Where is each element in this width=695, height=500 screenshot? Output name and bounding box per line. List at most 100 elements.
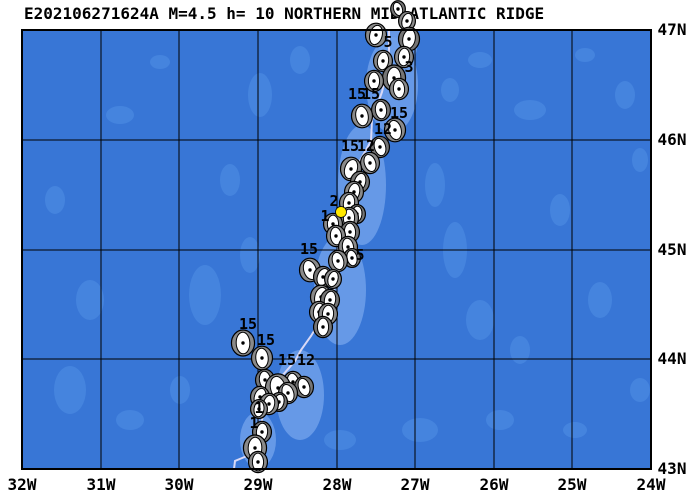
focal-mechanism bbox=[363, 69, 385, 93]
bathymetry-patch bbox=[106, 106, 134, 124]
bathymetry-patch bbox=[550, 194, 570, 226]
beachball-center-dot bbox=[260, 356, 264, 360]
date-label: 15 bbox=[362, 85, 380, 103]
date-label: 15 bbox=[257, 331, 275, 349]
epicenter-marker bbox=[335, 206, 347, 218]
beachball-center-dot bbox=[256, 460, 260, 464]
focal-mechanism bbox=[250, 398, 269, 420]
focal-mechanism bbox=[324, 268, 343, 290]
beachball-center-dot bbox=[334, 234, 338, 238]
date-label: 5 bbox=[383, 33, 392, 51]
bathymetry-patch bbox=[630, 378, 650, 402]
beachball-center-dot bbox=[347, 216, 351, 220]
beachball-center-dot bbox=[397, 87, 401, 91]
y-axis-label: 46N bbox=[658, 130, 687, 149]
beachball-center-dot bbox=[350, 256, 354, 260]
beachball-center-dot bbox=[378, 145, 382, 149]
focal-mechanism bbox=[327, 249, 349, 273]
bathymetry-patch bbox=[510, 336, 530, 364]
beachball-center-dot bbox=[260, 430, 264, 434]
beachball-center-dot bbox=[302, 385, 306, 389]
date-label: 15 bbox=[300, 240, 318, 258]
bathymetry-patch bbox=[54, 366, 86, 414]
x-axis-label: 26W bbox=[480, 475, 509, 494]
bathymetry-patch bbox=[220, 164, 240, 196]
date-label: 1 bbox=[249, 414, 258, 432]
beachball-center-dot bbox=[381, 59, 385, 63]
beachball-center-dot bbox=[360, 114, 364, 118]
bathymetry-patch bbox=[116, 410, 144, 430]
bathymetry-patch bbox=[425, 163, 445, 207]
focal-mechanism bbox=[388, 77, 410, 101]
focal-mechanism bbox=[230, 329, 256, 357]
date-label: 5 bbox=[355, 246, 364, 264]
beachball-center-dot bbox=[349, 167, 353, 171]
beachball-center-dot bbox=[405, 19, 409, 23]
focal-mechanism bbox=[398, 10, 417, 32]
focal-mechanism bbox=[397, 26, 421, 52]
beachball-center-dot bbox=[286, 391, 290, 395]
x-axis-label: 32W bbox=[8, 475, 37, 494]
date-label: 1 bbox=[254, 399, 263, 417]
focal-mechanisms bbox=[230, 0, 421, 474]
x-axis-label: 29W bbox=[244, 475, 273, 494]
bathymetry-patch bbox=[170, 376, 190, 404]
x-axis-label: 31W bbox=[87, 475, 116, 494]
focal-mechanism bbox=[350, 103, 374, 129]
date-label: 15 bbox=[239, 315, 257, 333]
focal-mechanism bbox=[247, 450, 269, 474]
beachball-center-dot bbox=[407, 37, 411, 41]
date-label: 15 bbox=[348, 85, 366, 103]
map-interior bbox=[22, 30, 651, 469]
beachball-center-dot bbox=[374, 33, 378, 37]
bathymetry-patch bbox=[189, 265, 221, 325]
bathymetry-patch bbox=[402, 418, 438, 442]
focal-mechanism bbox=[250, 345, 274, 371]
x-axis-label: 25W bbox=[558, 475, 587, 494]
beachball-center-dot bbox=[241, 341, 245, 345]
date-label: 3 bbox=[404, 58, 413, 76]
focal-mechanism bbox=[293, 375, 315, 399]
beachball-center-dot bbox=[321, 325, 325, 329]
beachball-center-dot bbox=[336, 259, 340, 263]
date-label: 1 bbox=[320, 207, 329, 225]
beachball-center-dot bbox=[267, 402, 271, 406]
bathymetry-patch bbox=[468, 52, 492, 68]
bathymetry-patch bbox=[240, 237, 260, 273]
date-label: 15 bbox=[390, 104, 408, 122]
x-axis-label: 24W bbox=[637, 475, 666, 494]
date-label: 15 bbox=[278, 351, 296, 369]
bathymetry-patch bbox=[441, 78, 459, 102]
focal-mechanism bbox=[370, 98, 392, 122]
x-axis-label: 28W bbox=[323, 475, 352, 494]
y-axis-label: 44N bbox=[658, 349, 687, 368]
beachball-center-dot bbox=[257, 407, 261, 411]
beachball-center-dot bbox=[348, 230, 352, 234]
map-frame bbox=[21, 29, 652, 470]
bathymetry-patch bbox=[248, 73, 272, 117]
bathymetry-patch bbox=[150, 55, 170, 69]
beachball-center-dot bbox=[263, 378, 267, 382]
x-axis-label: 27W bbox=[401, 475, 430, 494]
focal-mechanism bbox=[393, 45, 415, 69]
beachball-center-dot bbox=[379, 108, 383, 112]
beachball-center-dot bbox=[331, 222, 335, 226]
bathymetry-patch bbox=[563, 422, 587, 438]
focal-mechanism bbox=[369, 135, 391, 159]
bathymetry-patch bbox=[45, 186, 65, 214]
beachball-center-dot bbox=[402, 55, 406, 59]
focal-mechanism bbox=[383, 117, 407, 143]
focal-mechanism bbox=[251, 420, 273, 444]
bathymetry-patch bbox=[615, 81, 635, 109]
date-label: 12 bbox=[374, 120, 392, 138]
focal-mechanism bbox=[359, 151, 381, 175]
y-axis-label: 43N bbox=[658, 459, 687, 478]
bathymetry-patch bbox=[466, 300, 494, 340]
x-axis-label: 30W bbox=[165, 475, 194, 494]
bathymetry-patch bbox=[486, 410, 514, 430]
beachball-center-dot bbox=[346, 245, 350, 249]
date-label: 12 bbox=[297, 351, 315, 369]
beachball-center-dot bbox=[326, 312, 330, 316]
